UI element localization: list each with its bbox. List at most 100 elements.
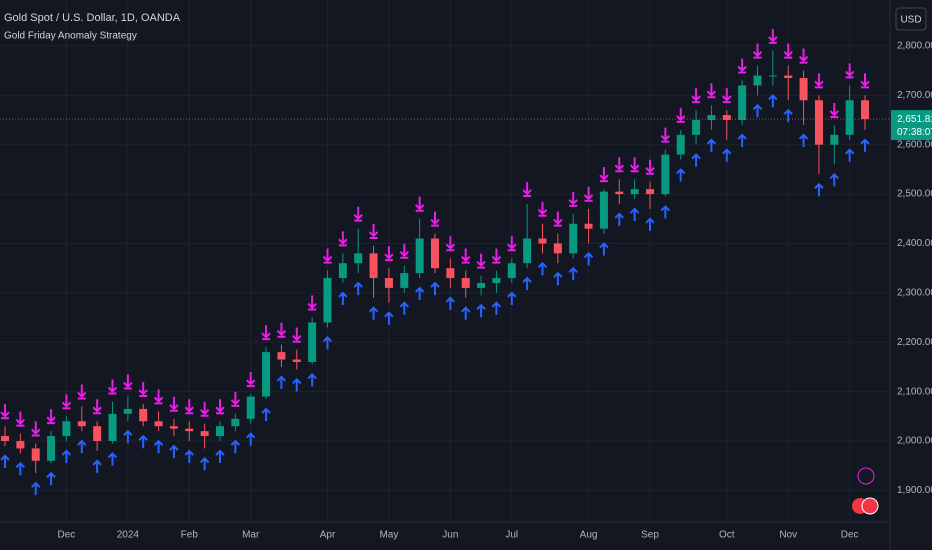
buy-signal-arrow (430, 281, 440, 296)
sell-signal-arrow (368, 223, 379, 239)
sell-signal-arrow (246, 372, 256, 388)
candle-body (400, 273, 409, 288)
sell-signal-arrow (676, 107, 686, 123)
buy-signal-arrow (645, 217, 655, 231)
buy-signal-arrow (568, 266, 578, 281)
sell-signal-arrow (230, 391, 241, 407)
buy-signal-arrow (246, 432, 256, 446)
buy-signal-arrow (537, 261, 548, 276)
sell-signal-arrow (15, 411, 26, 427)
candle-body (707, 115, 716, 121)
buy-signal-arrow (798, 133, 809, 147)
overlay: 2,651.810 07:38:07 (0, 110, 932, 141)
buy-signal-arrow (338, 291, 348, 305)
sell-signal-arrow (215, 399, 225, 415)
buy-signal-arrow (276, 375, 287, 389)
y-tick-label: 2,600.000 (897, 139, 932, 150)
buy-signal-arrow (138, 434, 148, 449)
buy-signal-arrow (814, 182, 824, 197)
candle-body (799, 78, 808, 101)
buy-signal-arrow (215, 449, 225, 464)
last-price-box (891, 110, 932, 141)
plot (0, 28, 870, 496)
sell-signal-arrow (276, 322, 287, 338)
event-icon[interactable] (861, 497, 879, 515)
candle-body (784, 75, 793, 79)
candle-body (599, 191, 608, 229)
sell-signal-arrow (614, 157, 624, 173)
candle-body (676, 134, 685, 155)
sell-signal-arrow (338, 231, 348, 247)
sell-signal-arrow (507, 236, 517, 252)
x-tick-label: Feb (181, 530, 199, 541)
alert-icon[interactable] (857, 467, 875, 485)
buy-signal-arrow (829, 173, 839, 187)
sell-signal-arrow (184, 399, 194, 415)
buy-signal-arrow (384, 311, 394, 325)
sell-signal-arrow (798, 48, 809, 64)
candle-body (431, 238, 439, 269)
candle-body (292, 359, 301, 362)
candle-body (108, 413, 117, 442)
buy-signal-arrow (706, 138, 717, 152)
buy-signal-arrow (123, 429, 133, 444)
buy-signal-arrow (783, 108, 793, 123)
buy-signal-arrow (737, 133, 747, 147)
sell-signal-arrow (445, 236, 456, 252)
buy-signal-arrow (491, 301, 502, 315)
currency-button[interactable] (895, 7, 927, 31)
candle-body (861, 100, 869, 120)
candle-body (338, 263, 347, 279)
sell-signal-arrow (629, 157, 640, 173)
sell-signal-arrow (491, 248, 502, 264)
candle-body (415, 238, 424, 274)
buy-signal-arrow (169, 444, 179, 459)
sell-signal-arrow (461, 248, 471, 264)
sell-signal-arrow (599, 167, 609, 183)
buy-signal-arrow (476, 303, 486, 318)
candle-body (461, 278, 470, 288)
sell-signal-arrow (783, 43, 793, 59)
candle-body (584, 223, 593, 229)
candle-body (630, 189, 639, 195)
sell-signal-arrow (553, 211, 563, 227)
sell-signal-arrow (860, 73, 870, 89)
sell-signal-arrow (292, 327, 302, 343)
buy-signal-arrow (92, 459, 102, 473)
buy-signal-arrow (107, 452, 118, 466)
y-tick-label: 2,800.000 (897, 41, 932, 52)
sell-signal-arrow (522, 181, 532, 197)
candle-body (692, 120, 701, 135)
x-tick-label: Jun (442, 530, 458, 541)
sell-signal-arrow (706, 83, 717, 99)
y-tick-label: 2,500.000 (897, 189, 932, 200)
candle-body (277, 352, 286, 360)
y-tick-label: 1,900.000 (897, 485, 932, 496)
buy-signal-arrow (61, 449, 72, 464)
candle-body (139, 408, 148, 422)
candle-body (185, 428, 194, 432)
buy-signal-arrow (752, 103, 763, 118)
candle-body (538, 238, 547, 244)
candle-body (492, 278, 501, 283)
candle-body (62, 421, 71, 437)
buy-signal-arrow (553, 271, 563, 286)
buy-signal-arrow (414, 286, 425, 301)
candle-body (1, 436, 9, 442)
candle-body (77, 421, 86, 427)
buy-signal-arrow (614, 212, 624, 226)
sell-signal-arrow (0, 404, 10, 420)
buy-signal-arrow (583, 252, 594, 266)
currency-label: USD (900, 15, 921, 26)
sell-signal-arrow (829, 102, 839, 118)
last-price-label: 2,651.810 (897, 114, 932, 125)
sell-signal-arrow (660, 127, 671, 143)
candle-body (814, 100, 823, 145)
sell-signal-arrow (844, 63, 855, 79)
candle-body (200, 431, 209, 437)
buy-signal-arrow (629, 207, 640, 222)
candle-body (384, 278, 393, 288)
